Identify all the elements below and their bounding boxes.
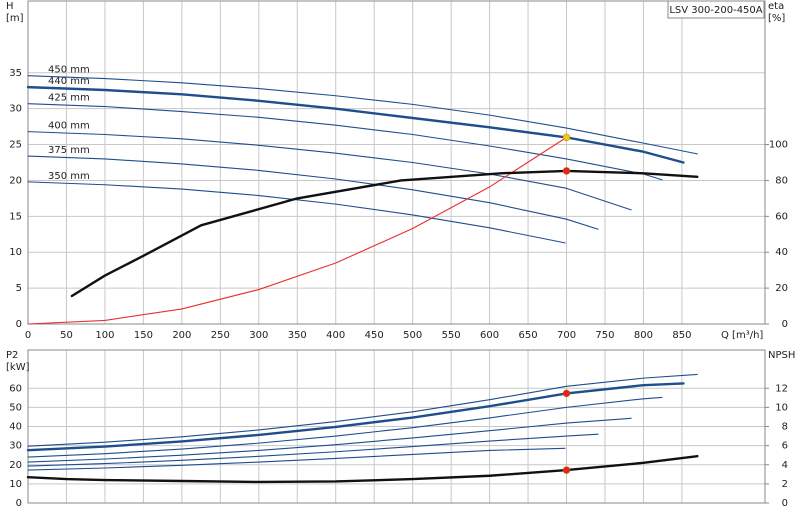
x-tick-label: 650 — [519, 330, 538, 341]
curve — [27, 136, 568, 325]
y2-tick-label: 80 — [775, 175, 788, 186]
y2-axis-label: eta — [768, 1, 784, 12]
x-tick-label: 100 — [95, 330, 114, 341]
x-axis-label: Q [m³/h] — [721, 330, 763, 341]
y-tick-label: 20 — [9, 460, 22, 471]
y2-axis-label: [%] — [768, 13, 785, 24]
y2-axis-label: NPSH — [768, 350, 795, 361]
y-tick-label: 10 — [9, 247, 22, 258]
x-tick-label: 750 — [595, 330, 614, 341]
y-axis-label: [kW] — [6, 362, 30, 373]
y2-tick-label: 2 — [782, 479, 788, 490]
y-tick-label: 15 — [9, 211, 22, 222]
title-box — [667, 0, 765, 19]
y2-tick-label: 0 — [782, 319, 788, 330]
y-tick-label: 30 — [9, 441, 22, 452]
y-tick-label: 40 — [9, 422, 22, 433]
curve — [27, 103, 663, 181]
curve — [27, 433, 599, 467]
y2-tick-label: 10 — [775, 402, 788, 413]
curve — [26, 454, 699, 484]
y-tick-label: 10 — [9, 479, 22, 490]
x-tick-label: 300 — [249, 330, 268, 341]
x-tick-label: 150 — [134, 330, 153, 341]
y2-tick-label: 100 — [769, 140, 788, 151]
y2-tick-label: 6 — [782, 441, 788, 452]
x-tick-label: 700 — [557, 330, 576, 341]
x-tick-label: 250 — [211, 330, 230, 341]
x-tick-label: 350 — [288, 330, 307, 341]
y-tick-label: 50 — [9, 402, 22, 413]
x-tick-label: 450 — [365, 330, 384, 341]
x-tick-label: 800 — [634, 330, 653, 341]
y-axis-label: [m] — [6, 13, 24, 24]
curve — [26, 85, 685, 164]
x-tick-label: 500 — [403, 330, 422, 341]
y2-tick-label: 8 — [782, 422, 788, 433]
x-tick-label: 550 — [442, 330, 461, 341]
plot-frame — [27, 0, 766, 325]
curve — [27, 447, 566, 471]
y-tick-label: 20 — [9, 175, 22, 186]
curve-label: 400 mm — [48, 121, 90, 132]
y-tick-label: 0 — [16, 498, 22, 509]
curve — [27, 181, 566, 244]
x-tick-label: 850 — [672, 330, 691, 341]
chart-title: LSV 300-200-450A — [669, 5, 762, 16]
x-tick-label: 200 — [172, 330, 191, 341]
y-axis-label: P2 — [6, 350, 18, 361]
curve — [27, 373, 698, 447]
y2-tick-label: 0 — [782, 498, 788, 509]
y-tick-label: 60 — [9, 383, 22, 394]
curve-label: 350 mm — [48, 171, 90, 182]
operating-point — [562, 167, 571, 175]
curve — [26, 382, 685, 452]
y-tick-label: 35 — [9, 68, 22, 79]
y-axis-label: H — [6, 1, 14, 12]
curve — [27, 131, 632, 211]
y-tick-label: 5 — [16, 283, 22, 294]
curve-label: 425 mm — [48, 93, 90, 104]
x-tick-label: 0 — [25, 330, 31, 341]
curve — [27, 155, 599, 230]
curve-label: 375 mm — [48, 145, 90, 156]
y-tick-label: 30 — [9, 104, 22, 115]
curve — [27, 396, 663, 458]
y-tick-label: 0 — [16, 319, 22, 330]
curve — [70, 169, 699, 298]
y2-tick-label: 40 — [775, 247, 788, 258]
curve — [27, 75, 698, 155]
curve-label: 450 mm — [48, 65, 90, 76]
x-tick-label: 600 — [480, 330, 499, 341]
curve-label: 440 mm — [48, 76, 90, 87]
y-tick-label: 25 — [9, 140, 22, 151]
x-tick-label: 400 — [326, 330, 345, 341]
y2-tick-label: 12 — [775, 383, 788, 394]
y2-tick-label: 60 — [775, 211, 788, 222]
y2-tick-label: 20 — [775, 283, 788, 294]
operating-point — [562, 389, 571, 398]
plot-frame — [27, 349, 766, 504]
y2-tick-label: 4 — [782, 460, 788, 471]
curve — [27, 417, 632, 463]
x-tick-label: 50 — [60, 330, 73, 341]
operating-point — [562, 133, 571, 142]
operating-point — [562, 466, 571, 474]
